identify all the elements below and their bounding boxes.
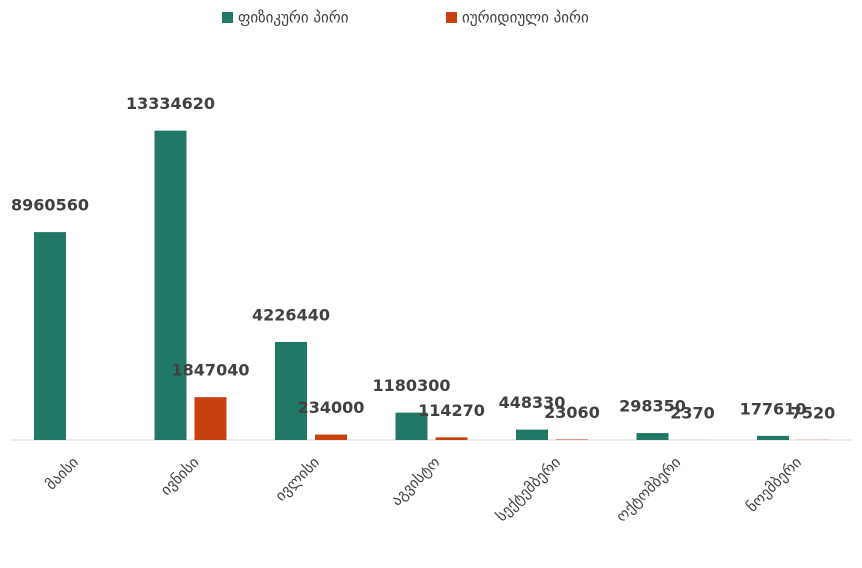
x-tick-label: აგვისტო	[387, 453, 443, 509]
data-label: 1847040	[172, 361, 250, 380]
data-label: 177610	[740, 399, 807, 418]
x-tick-label: ივნისი	[157, 453, 203, 499]
bar	[194, 397, 227, 440]
bar	[757, 435, 789, 440]
x-tick-label: სექტემბერი	[492, 453, 564, 525]
x-tick-label: ნოემბერი	[743, 453, 806, 516]
data-label: 7520	[791, 403, 836, 422]
bar	[435, 437, 468, 440]
x-tick-label: ივლისი	[272, 453, 324, 505]
bar	[315, 434, 347, 440]
data-label: 1180300	[373, 376, 451, 395]
bar	[154, 130, 187, 440]
data-label: 23060	[544, 403, 600, 422]
legend-label: იურიდიული პირი	[462, 9, 589, 27]
x-tick-label: ოქტომბერი	[612, 453, 684, 525]
data-label: 13334620	[126, 94, 215, 113]
bar	[516, 429, 548, 440]
x-tick-label: მაისი	[42, 453, 82, 493]
data-label: 114270	[418, 401, 485, 420]
legend-label: ფიზიკური პირი	[238, 9, 349, 27]
bar	[556, 439, 588, 440]
bar	[275, 341, 307, 440]
data-label: 234000	[298, 398, 365, 417]
bar	[395, 412, 428, 440]
data-label: 4226440	[252, 305, 330, 324]
data-label: 8960560	[11, 196, 89, 215]
legend-swatch	[446, 12, 457, 23]
legend-swatch	[222, 12, 233, 23]
bar	[636, 433, 669, 440]
data-label: 2370	[670, 403, 715, 422]
data-label: 298350	[619, 397, 686, 416]
bar	[34, 232, 66, 440]
data-label: 448330	[499, 393, 566, 412]
